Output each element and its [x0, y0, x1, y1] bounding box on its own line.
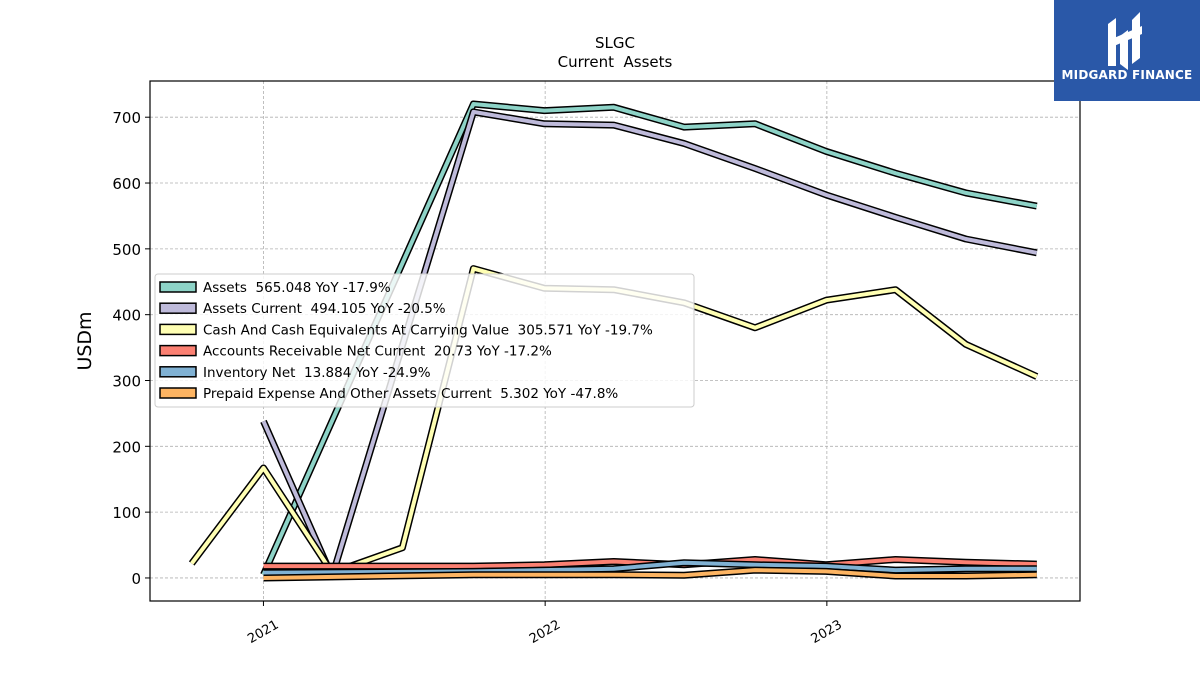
y-axis: 0 100 200 300 400 500 600 700 — [112, 109, 150, 588]
legend-box — [154, 273, 695, 408]
brand-logo: MIDGARD FINANCE — [1054, 0, 1200, 101]
legend-label: Prepaid Expense And Other Assets Current… — [203, 386, 618, 402]
x-tick-label: 2021 — [245, 617, 281, 647]
legend-label: Inventory Net 13.884 YoY -24.9% — [203, 365, 431, 381]
legend-swatch — [159, 281, 197, 293]
y-tick-label: 200 — [112, 438, 141, 456]
y-axis-label: USDm — [74, 311, 96, 370]
series-line — [263, 560, 1037, 575]
chart-title: SLGC — [595, 34, 635, 52]
series-prepaid-expense-and-other-assets-current — [263, 566, 1037, 582]
y-tick-label: 100 — [112, 504, 141, 522]
plot-frame — [149, 80, 1081, 602]
y-tick-label: 600 — [112, 175, 141, 193]
series-line — [261, 109, 1038, 579]
series-assets — [260, 100, 1038, 577]
logo-mark-icon — [1108, 12, 1142, 70]
y-tick-label: 700 — [112, 109, 141, 127]
legend-label: Accounts Receivable Net Current 20.73 Yo… — [203, 344, 552, 360]
y-tick-label: 300 — [112, 372, 141, 390]
y-tick-label: 400 — [112, 307, 141, 325]
series-line — [263, 568, 1037, 580]
logo-text: MIDGARD FINANCE — [1061, 68, 1193, 82]
series-inventory-net — [263, 559, 1037, 577]
x-tick-label: 2022 — [527, 617, 563, 647]
legend-label: Assets 565.048 YoY -17.9% — [203, 280, 391, 296]
series-assets-current — [260, 108, 1038, 581]
series-group — [188, 100, 1039, 582]
x-axis: 2021 2022 2023 — [245, 601, 845, 647]
legend-swatch — [159, 344, 197, 357]
legend-swatch — [159, 366, 197, 378]
legend-swatch — [159, 387, 197, 399]
y-tick-label: 0 — [131, 570, 141, 588]
legend-label: Cash And Cash Equivalents At Carrying Va… — [203, 322, 653, 338]
legend-swatch — [159, 323, 197, 336]
x-tick-label: 2023 — [809, 617, 845, 647]
y-tick-label: 500 — [112, 241, 141, 259]
chart-subtitle: Current Assets — [558, 53, 673, 71]
legend: Assets 565.048 YoY -17.9% Assets Current … — [154, 273, 695, 408]
legend-swatch — [159, 302, 197, 314]
legend-label: Assets Current 494.105 YoY -20.5% — [203, 301, 446, 317]
series-line — [261, 102, 1038, 576]
